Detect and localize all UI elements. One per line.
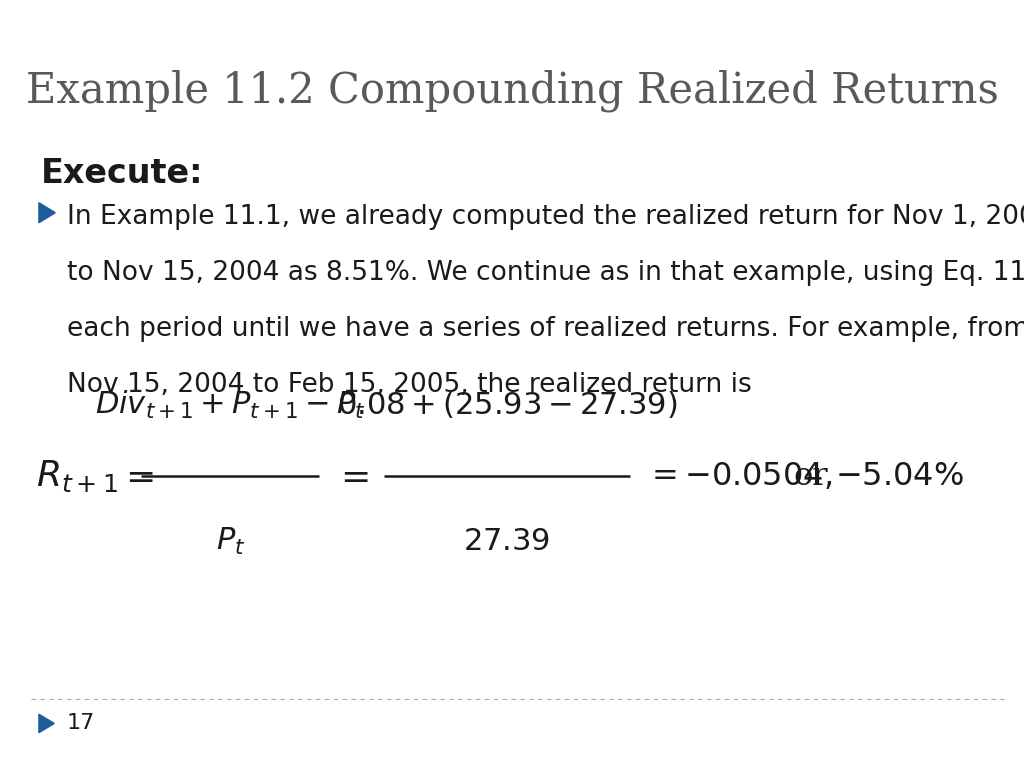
Text: 17: 17: [67, 713, 95, 733]
Text: In Example 11.1, we already computed the realized return for Nov 1, 2004: In Example 11.1, we already computed the…: [67, 204, 1024, 230]
Text: $P_t$: $P_t$: [216, 526, 245, 557]
Text: $=$: $=$: [333, 459, 369, 493]
Text: or: or: [794, 461, 828, 492]
Polygon shape: [39, 203, 55, 223]
Text: $Div_{t+1} + P_{t+1} - P_t$: $Div_{t+1} + P_{t+1} - P_t$: [95, 389, 366, 421]
Text: Execute:: Execute:: [41, 157, 204, 190]
Text: to Nov 15, 2004 as 8.51%. We continue as in that example, using Eq. 11.1 for: to Nov 15, 2004 as 8.51%. We continue as…: [67, 260, 1024, 286]
Text: $27.39$: $27.39$: [463, 526, 551, 557]
Text: $0.08 + (25.93 - 27.39)$: $0.08 + (25.93 - 27.39)$: [337, 390, 677, 421]
Text: each period until we have a series of realized returns. For example, from: each period until we have a series of re…: [67, 316, 1024, 342]
Text: $R_{t+1}$: $R_{t+1}$: [36, 458, 118, 494]
Text: Example 11.2 Compounding Realized Returns: Example 11.2 Compounding Realized Return…: [26, 69, 998, 111]
Polygon shape: [39, 714, 54, 733]
Text: $-5.04\%$: $-5.04\%$: [835, 461, 964, 492]
Text: Nov 15, 2004 to Feb 15, 2005, the realized return is: Nov 15, 2004 to Feb 15, 2005, the realiz…: [67, 372, 752, 398]
Text: $=$: $=$: [118, 459, 154, 493]
Text: $= {-}0.0504,$: $= {-}0.0504,$: [645, 461, 833, 492]
